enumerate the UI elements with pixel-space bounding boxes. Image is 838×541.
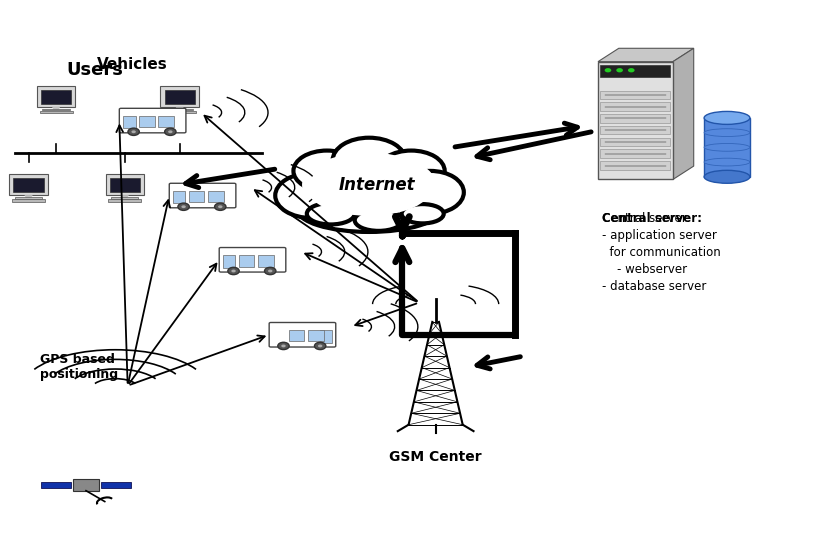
Ellipse shape [704, 129, 750, 136]
FancyBboxPatch shape [258, 255, 274, 267]
Text: Users: Users [66, 61, 123, 78]
FancyBboxPatch shape [123, 116, 136, 128]
Circle shape [181, 205, 186, 208]
FancyBboxPatch shape [12, 199, 45, 202]
FancyBboxPatch shape [37, 85, 75, 107]
FancyBboxPatch shape [108, 199, 142, 202]
FancyBboxPatch shape [13, 179, 44, 193]
FancyBboxPatch shape [288, 330, 304, 341]
Polygon shape [673, 48, 694, 180]
FancyBboxPatch shape [41, 482, 71, 487]
Circle shape [265, 267, 276, 275]
Polygon shape [121, 195, 129, 198]
Circle shape [228, 267, 239, 275]
FancyBboxPatch shape [189, 191, 204, 202]
FancyBboxPatch shape [239, 255, 255, 267]
FancyBboxPatch shape [158, 116, 174, 127]
Ellipse shape [302, 153, 436, 217]
Ellipse shape [397, 171, 463, 214]
Circle shape [168, 130, 173, 133]
FancyBboxPatch shape [269, 322, 336, 347]
Text: GPS based
positioning: GPS based positioning [40, 353, 118, 381]
FancyBboxPatch shape [223, 255, 235, 268]
Circle shape [318, 345, 323, 347]
Circle shape [164, 128, 176, 135]
Ellipse shape [704, 170, 750, 183]
FancyBboxPatch shape [601, 149, 670, 158]
Ellipse shape [293, 150, 360, 192]
Text: GSM Center: GSM Center [390, 450, 482, 464]
FancyBboxPatch shape [319, 330, 332, 342]
FancyBboxPatch shape [598, 62, 673, 180]
Text: Internet: Internet [339, 176, 416, 194]
Ellipse shape [297, 187, 441, 232]
Text: Vehicles: Vehicles [96, 57, 168, 72]
FancyBboxPatch shape [601, 102, 670, 111]
Polygon shape [24, 195, 33, 198]
Text: Central server:
- application server
  for communication
    - webserver
- datab: Central server: - application server for… [603, 212, 721, 293]
FancyBboxPatch shape [166, 109, 194, 110]
Ellipse shape [354, 209, 402, 231]
FancyBboxPatch shape [139, 116, 154, 127]
FancyBboxPatch shape [601, 90, 670, 99]
FancyBboxPatch shape [119, 108, 186, 133]
Circle shape [314, 342, 326, 349]
Ellipse shape [704, 143, 750, 151]
FancyBboxPatch shape [101, 482, 131, 487]
FancyBboxPatch shape [601, 114, 670, 123]
Ellipse shape [378, 150, 445, 192]
Ellipse shape [333, 138, 406, 183]
FancyBboxPatch shape [308, 330, 324, 341]
Ellipse shape [704, 158, 750, 166]
Circle shape [268, 269, 272, 273]
FancyBboxPatch shape [601, 161, 670, 170]
Ellipse shape [307, 203, 354, 225]
FancyBboxPatch shape [601, 65, 670, 77]
Circle shape [218, 205, 223, 208]
FancyBboxPatch shape [73, 479, 99, 491]
Ellipse shape [704, 111, 750, 124]
Circle shape [628, 68, 634, 72]
Polygon shape [52, 107, 60, 109]
FancyBboxPatch shape [220, 248, 286, 272]
Circle shape [616, 68, 623, 72]
Circle shape [282, 345, 286, 347]
Circle shape [178, 203, 189, 210]
FancyBboxPatch shape [110, 179, 140, 193]
Text: Central server:: Central server: [603, 212, 702, 225]
Polygon shape [409, 322, 463, 425]
FancyBboxPatch shape [9, 174, 48, 195]
FancyBboxPatch shape [173, 191, 185, 203]
Circle shape [215, 203, 226, 210]
FancyBboxPatch shape [106, 174, 144, 195]
FancyBboxPatch shape [111, 197, 138, 199]
FancyBboxPatch shape [42, 109, 70, 110]
Polygon shape [598, 48, 694, 62]
Ellipse shape [275, 173, 348, 218]
Circle shape [132, 130, 136, 133]
Circle shape [231, 269, 235, 273]
FancyBboxPatch shape [15, 197, 42, 199]
FancyBboxPatch shape [160, 85, 199, 107]
FancyBboxPatch shape [164, 90, 194, 104]
Ellipse shape [401, 204, 444, 223]
FancyBboxPatch shape [704, 118, 750, 177]
Ellipse shape [307, 160, 432, 216]
FancyBboxPatch shape [601, 126, 670, 135]
FancyBboxPatch shape [601, 138, 670, 146]
Polygon shape [175, 107, 184, 109]
FancyBboxPatch shape [209, 191, 224, 202]
Circle shape [277, 342, 289, 349]
Circle shape [605, 68, 611, 72]
Circle shape [128, 128, 139, 135]
FancyBboxPatch shape [39, 111, 73, 114]
FancyBboxPatch shape [169, 183, 235, 208]
FancyBboxPatch shape [41, 90, 71, 104]
FancyBboxPatch shape [163, 111, 196, 114]
